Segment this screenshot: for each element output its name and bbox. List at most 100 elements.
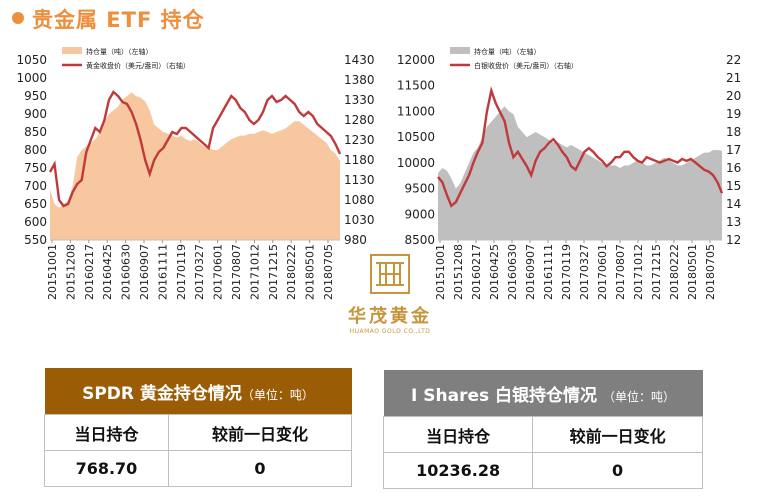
logo-subtitle: HUAMAO GOLD CO.,LTD: [349, 328, 431, 335]
silver-yright-tick: 17: [726, 143, 741, 157]
company-logo: 华茂黄金 HUAMAO GOLD CO.,LTD: [345, 252, 435, 335]
gold-x-tick-label: 20170601: [212, 244, 225, 300]
silver-x-tick-label: 20151208: [452, 244, 465, 300]
silver-table-header: I Shares 白银持仓情况 （单位：吨）: [383, 370, 703, 417]
silver-x-tick-label: 20160907: [524, 244, 537, 300]
gold-x-tick-label: 20160630: [120, 244, 133, 300]
title-bullet-icon: [12, 12, 24, 24]
gold-x-tick-label: 20180501: [304, 244, 317, 300]
silver-x-tick-label: 20160425: [488, 244, 501, 300]
silver-yleft-tick: 9000: [404, 207, 435, 221]
silver-x-tick-label: 20160630: [506, 244, 519, 300]
silver-x-tick-label: 20171012: [632, 244, 645, 300]
silver-yright-tick: 20: [726, 89, 741, 103]
silver-yright-tick: 15: [726, 179, 741, 193]
gold-table-title: SPDR 黄金持仓情况: [82, 383, 242, 404]
gold-x-tick-label: 20151001: [46, 244, 59, 300]
gold-x-tick-label: 20171012: [248, 244, 261, 300]
gold-legend-label: 持仓量（吨）（左轴）: [86, 47, 153, 56]
gold-x-tick-label: 20160907: [138, 244, 151, 300]
silver-yleft-tick: 8500: [404, 233, 435, 247]
silver-x-tick-label: 20160217: [470, 244, 483, 300]
gold-holdings-area: [50, 92, 340, 241]
gold-yleft-tick: 1000: [16, 71, 47, 85]
silver-legend-label: 持仓量（吨）（左轴）: [474, 47, 541, 56]
gold-yleft-tick: 600: [24, 215, 47, 229]
silver-holdings-table: I Shares 白银持仓情况 （单位：吨） 当日持仓 较前一日变化 10236…: [382, 370, 703, 489]
gold-col-change-header: 较前一日变化: [167, 414, 353, 451]
gold-yright-tick: 1280: [344, 113, 375, 127]
silver-x-tick-label: 20170601: [596, 244, 609, 300]
silver-x-tick-label: 20180222: [668, 244, 681, 300]
silver-col-change-header: 较前一日变化: [532, 416, 703, 453]
silver-yleft-tick: 11500: [397, 79, 435, 93]
gold-price-line: [48, 90, 342, 208]
gold-table-unit: （单位：吨）: [241, 387, 314, 402]
gold-legend-label: 黄金收盘价（美元/盎司）（右轴）: [86, 61, 190, 70]
gold-change-value: 0: [167, 450, 353, 487]
gold-yright-tick: 1230: [344, 133, 375, 147]
silver-x-tick-label: 20180705: [704, 244, 717, 300]
silver-yright-tick: 13: [726, 215, 741, 229]
gold-x-tick-label: 20180705: [322, 244, 335, 300]
gold-yright-tick: 1130: [344, 173, 375, 187]
silver-legend-swatch-area: [450, 47, 470, 54]
silver-price-line: [437, 86, 724, 208]
silver-yleft-tick: 12000: [397, 53, 435, 67]
gold-holdings-table: SPDR 黄金持仓情况（单位：吨） 当日持仓 较前一日变化 768.70 0: [44, 368, 353, 487]
silver-col-today-header: 当日持仓: [382, 416, 534, 453]
gold-x-tick-label: 20160217: [83, 244, 96, 300]
gold-yleft-tick: 800: [24, 143, 47, 157]
silver-yright-tick: 19: [726, 107, 741, 121]
page-title: 贵金属 ETF 持仓: [32, 8, 205, 32]
gold-today-value: 768.70: [44, 450, 169, 487]
gold-yleft-tick: 950: [24, 89, 47, 103]
gold-yleft-tick: 650: [24, 197, 47, 211]
silver-yright-tick: 16: [726, 161, 741, 175]
silver-holdings-area: [438, 106, 722, 240]
silver-yleft-tick: 11000: [397, 104, 435, 118]
gold-yright-tick: 1180: [344, 153, 375, 167]
silver-change-value: 0: [532, 452, 703, 489]
silver-x-tick-label: 20170119: [560, 244, 573, 300]
gold-yright-tick: 1330: [344, 93, 375, 107]
gold-legend-swatch-area: [62, 47, 82, 54]
silver-x-tick-label: 20161111: [542, 244, 555, 300]
silver-yleft-tick: 10000: [397, 156, 435, 170]
gold-x-tick-label: 20180222: [285, 244, 298, 300]
gold-x-tick-label: 20161111: [156, 244, 169, 300]
gold-yright-tick: 980: [344, 233, 367, 247]
gold-yleft-tick: 850: [24, 125, 47, 139]
gold-yleft-tick: 900: [24, 107, 47, 121]
silver-yright-tick: 12: [726, 233, 741, 247]
silver-x-tick-label: 20151001: [434, 244, 447, 300]
logo-name: 华茂黄金: [348, 306, 432, 327]
gold-x-tick-label: 20170119: [175, 244, 188, 300]
gold-x-tick-label: 20170327: [193, 244, 206, 300]
silver-x-tick-label: 20170807: [614, 244, 627, 300]
gold-yright-tick: 1030: [344, 213, 375, 227]
gold-col-today-header: 当日持仓: [44, 414, 169, 451]
silver-yright-tick: 14: [726, 197, 741, 211]
logo-mark-icon: [370, 254, 410, 294]
gold-yright-tick: 1380: [344, 73, 375, 87]
silver-today-value: 10236.28: [382, 452, 534, 489]
gold-yleft-tick: 1050: [16, 53, 47, 67]
gold-x-tick-label: 20160425: [101, 244, 114, 300]
silver-legend-label: 白银收盘价（美元/盎司）（右轴）: [474, 61, 578, 70]
gold-yright-tick: 1430: [344, 53, 375, 67]
silver-yleft-tick: 9500: [404, 182, 435, 196]
silver-table-title: I Shares 白银持仓情况: [411, 385, 598, 406]
gold-yleft-tick: 700: [24, 179, 47, 193]
gold-table-header: SPDR 黄金持仓情况（单位：吨）: [44, 368, 352, 415]
gold-yleft-tick: 750: [24, 161, 47, 175]
gold-x-tick-label: 20151208: [64, 244, 77, 300]
silver-x-tick-label: 20180501: [686, 244, 699, 300]
gold-yright-tick: 1080: [344, 193, 375, 207]
gold-x-tick-label: 20171215: [267, 244, 280, 300]
gold-yleft-tick: 550: [24, 233, 47, 247]
silver-table-unit: （单位：吨）: [602, 389, 675, 404]
silver-yright-tick: 21: [726, 71, 741, 85]
silver-yleft-tick: 10500: [397, 130, 435, 144]
